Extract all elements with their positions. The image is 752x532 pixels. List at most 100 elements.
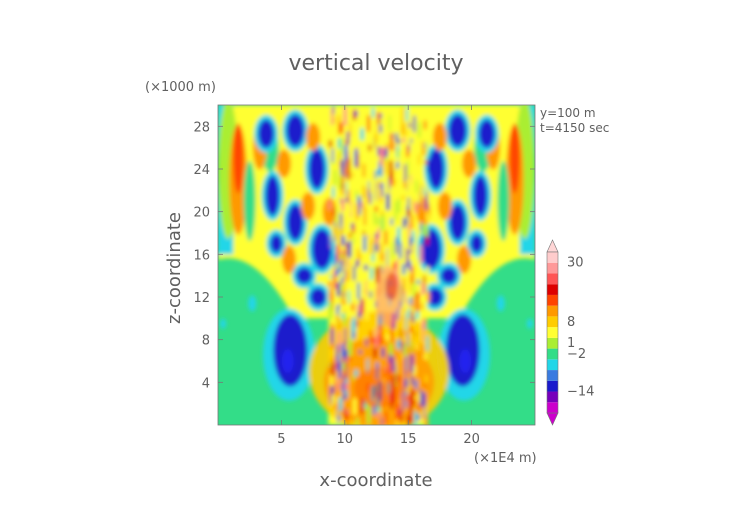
plume-streak	[352, 237, 355, 244]
plume-streak	[368, 234, 370, 239]
plume-streak	[388, 353, 391, 363]
plume-streak	[343, 106, 347, 126]
plume-streak	[336, 361, 338, 367]
plume-streak	[380, 188, 382, 203]
plume-streak	[343, 277, 346, 292]
wave-cell-warm	[416, 197, 431, 226]
plume-streak	[422, 344, 424, 357]
plume-streak	[409, 296, 412, 305]
plume-streak	[357, 153, 359, 169]
plume-streak	[338, 410, 341, 416]
colorbar-segment	[547, 327, 558, 338]
plume-streak	[394, 200, 397, 221]
plume-streak	[341, 291, 344, 305]
plume-streak	[337, 396, 340, 403]
colorbar: 30 8 1−2 −14	[546, 239, 594, 426]
plume-streak	[406, 145, 409, 158]
plume-streak	[384, 230, 388, 246]
plume-streak	[349, 122, 351, 137]
plume-streak	[395, 236, 398, 255]
plume-streak	[415, 292, 420, 312]
plume-streak	[379, 216, 382, 221]
plume-streak	[359, 399, 361, 419]
plume-streak	[331, 108, 333, 126]
plume-streak	[367, 115, 370, 132]
plume-streak	[411, 375, 414, 386]
plume-streak	[398, 190, 401, 200]
plume-streak	[395, 403, 400, 420]
wave-cell	[473, 175, 488, 216]
plume-streak	[336, 370, 338, 383]
field-blob	[509, 123, 520, 194]
plume-streak	[395, 359, 398, 376]
plume-streak	[424, 415, 427, 425]
plume-streak	[397, 226, 401, 245]
plume-streak	[371, 107, 375, 121]
plume-streak	[348, 232, 352, 239]
plume-streak	[375, 181, 377, 201]
wave-cell-warm	[432, 123, 447, 151]
plume-streak	[341, 235, 346, 246]
wave-cell-warm	[282, 245, 297, 274]
plume-streak	[339, 383, 342, 391]
y-tick-label: 16	[193, 248, 210, 263]
plume-streak	[355, 417, 359, 425]
plume-streak	[393, 142, 396, 152]
colorbar-segment	[547, 273, 558, 285]
plume-streak	[375, 169, 379, 174]
plume-streak	[333, 253, 337, 267]
plume-streak	[351, 222, 354, 230]
plume-streak	[343, 407, 346, 421]
plume-streak	[388, 176, 390, 191]
colorbar-segment	[547, 262, 558, 274]
plume-streak	[381, 417, 383, 425]
plume-streak	[330, 328, 334, 344]
wave-cell	[311, 229, 332, 269]
plume-streak	[401, 344, 403, 354]
heatmap-field	[218, 105, 535, 425]
plume-streak	[344, 129, 347, 140]
plume-streak	[396, 339, 400, 350]
plume-streak	[416, 414, 420, 421]
wave-cell	[449, 204, 466, 241]
plume-streak	[385, 410, 388, 424]
plume-streak	[336, 244, 340, 263]
plume-streak	[328, 139, 332, 148]
plume-streak	[424, 120, 427, 130]
plume-streak	[394, 178, 396, 185]
plume-streak	[372, 336, 376, 345]
wave-cell	[310, 288, 327, 306]
plume-streak	[391, 355, 395, 373]
wave-cell	[428, 149, 445, 189]
colorbar-label: −14	[567, 385, 594, 400]
plume-streak	[368, 181, 370, 197]
plume-streak	[332, 207, 336, 217]
plume-streak	[402, 217, 406, 229]
colorbar-segment	[547, 391, 558, 403]
plume-streak	[394, 166, 396, 174]
plume-streak	[344, 299, 346, 305]
x-tick-label: 20	[463, 432, 480, 447]
plume-streak	[341, 198, 345, 212]
plume-streak	[401, 195, 405, 200]
plume-streak	[414, 331, 416, 337]
wave-cell	[286, 114, 305, 147]
plume-streak	[338, 157, 340, 171]
plume-base	[354, 367, 405, 408]
plume-streak	[386, 248, 389, 266]
plume-streak	[413, 280, 416, 298]
plume-streak	[386, 193, 390, 211]
plume-streak	[410, 340, 413, 354]
field-blob	[281, 349, 294, 373]
colorbar-segment	[547, 294, 558, 306]
wave-cell-warm	[462, 149, 477, 178]
y-tick-label: 20	[193, 206, 210, 221]
plume-streak	[360, 127, 364, 141]
wave-cell	[270, 234, 283, 253]
plume-streak	[383, 158, 387, 175]
plume-streak	[403, 307, 407, 324]
plume-streak	[410, 310, 412, 326]
plume-streak	[424, 374, 428, 384]
y-tick-label: 4	[202, 376, 210, 391]
plume-streak	[389, 132, 393, 151]
